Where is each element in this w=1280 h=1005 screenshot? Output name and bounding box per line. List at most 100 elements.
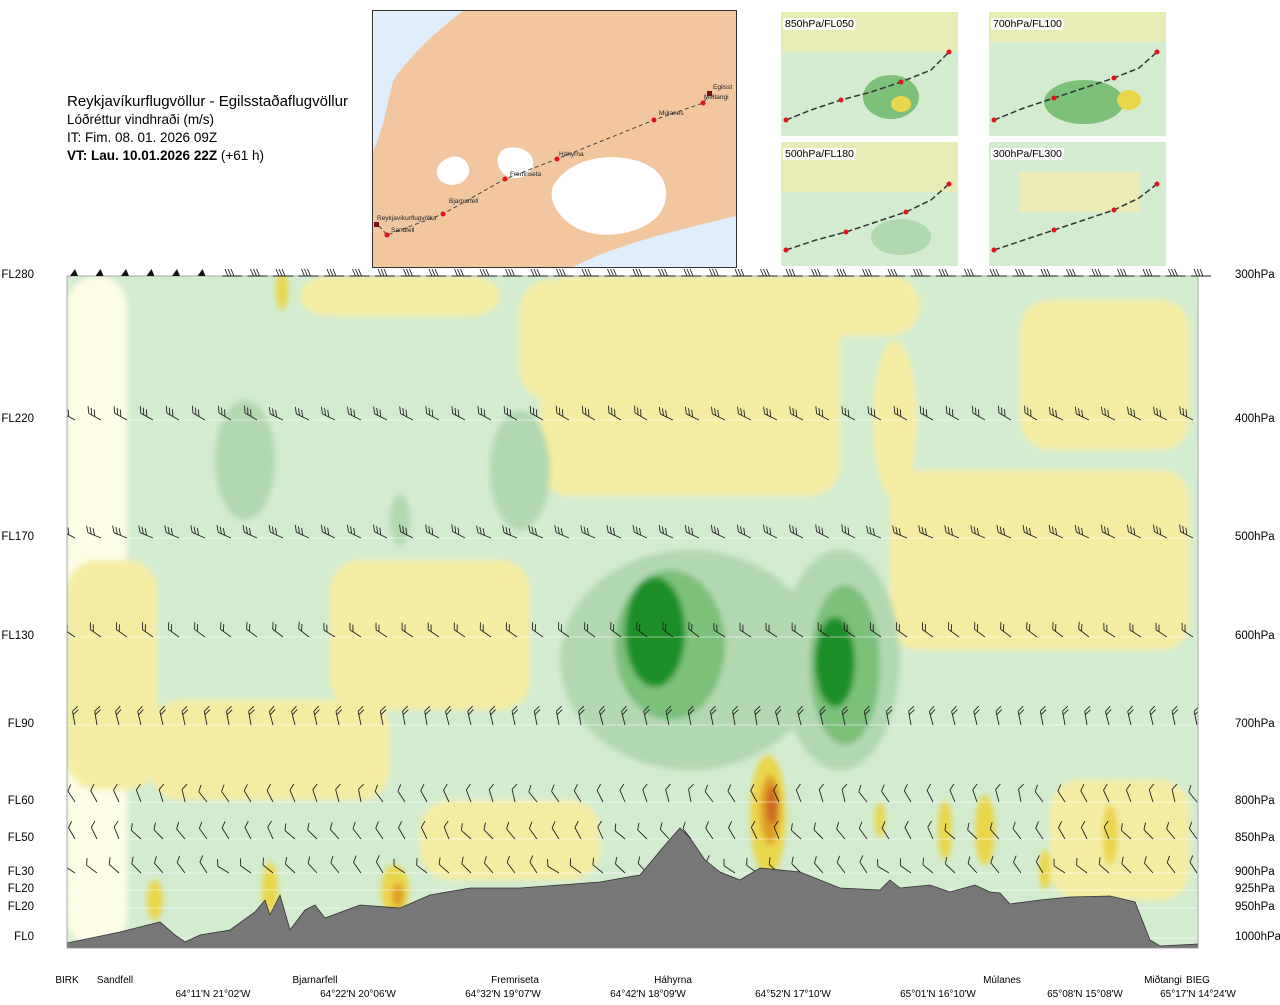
glacier-hofsjokull — [497, 147, 534, 179]
wind-barb — [1103, 622, 1116, 638]
wind-barb — [949, 783, 956, 803]
right-axis-label: 300hPa — [1235, 269, 1275, 281]
wind-barb — [970, 525, 986, 539]
wind-barb — [1171, 705, 1179, 726]
level-map-850: 850hPa/FL050 — [781, 12, 958, 136]
field-contour — [815, 617, 855, 707]
wind-barb — [285, 856, 296, 874]
wind-barb — [443, 783, 450, 803]
wind-barb — [1053, 858, 1066, 874]
level-map-300-label: 300hPa/FL300 — [991, 148, 1064, 160]
x-coordinate-label: 64°42'N 18°09'W — [610, 989, 686, 1000]
wind-barb — [425, 524, 440, 539]
issue-time: IT: Fim. 08. 01. 2026 09Z — [67, 130, 218, 145]
wind-barb — [335, 783, 341, 803]
wind-barb — [974, 622, 986, 638]
wind-barb — [242, 525, 258, 539]
wind-barb — [928, 705, 936, 726]
wind-barb — [191, 405, 206, 421]
plot-area — [67, 276, 1198, 948]
wind-barb — [165, 405, 180, 421]
wind-barb — [268, 406, 284, 421]
map-label-hahyrna: Háhyrna — [559, 151, 584, 158]
wind-barb — [244, 405, 258, 421]
route-map: Reykjavíkurflugvöllur Sandfell Bjarnarfe… — [372, 10, 737, 268]
wind-barb — [262, 857, 274, 874]
wind-barb — [763, 406, 778, 421]
wind-barb — [1062, 705, 1069, 726]
wind-barb — [643, 705, 650, 726]
wind-barb — [352, 821, 362, 840]
map-label-sandfell: Sandfell — [391, 227, 415, 234]
x-coordinate-label: 64°11'N 21°02'W — [175, 989, 251, 1000]
wind-barb — [551, 784, 560, 803]
wind-barb — [461, 856, 472, 874]
wind-barb — [1103, 820, 1110, 840]
map-label-fremriseta: Fremriseta — [510, 171, 541, 178]
waypoint-birk — [374, 222, 379, 227]
wind-barb — [298, 621, 310, 638]
left-axis-label: FL280 — [1, 269, 34, 281]
wind-barb — [353, 855, 362, 874]
wind-barb — [773, 820, 780, 840]
wind-barb — [137, 705, 144, 726]
wind-barb — [323, 622, 336, 638]
terrain-profile — [67, 827, 1198, 948]
wind-barb — [225, 705, 233, 726]
wind-barb — [1188, 784, 1198, 803]
wind-barb — [1017, 705, 1025, 726]
right-axis-label: 700hPa — [1235, 718, 1275, 730]
wind-barb — [558, 622, 570, 638]
wind-barb — [216, 525, 232, 539]
wind-barb — [836, 855, 846, 874]
field-region — [890, 470, 1190, 650]
wind-barb — [555, 405, 570, 421]
waypoint-sandfell — [384, 232, 390, 238]
wind-barb — [688, 783, 694, 803]
top-wind-barb — [834, 268, 854, 277]
map-label-reykjavik: Reykjavíkurflugvöllur — [377, 215, 438, 222]
chart-header: Reykjavíkurflugvöllur - Egilsstaðaflugvö… — [67, 93, 348, 165]
wind-barb — [312, 783, 318, 803]
field-region — [420, 800, 600, 880]
top-wind-barb — [70, 269, 78, 276]
wind-barb — [1078, 621, 1090, 638]
right-axis-label: 800hPa — [1235, 795, 1275, 807]
right-axis-label: 1000hPa — [1235, 931, 1280, 943]
wind-barb — [711, 406, 726, 421]
wind-barb — [1052, 621, 1064, 638]
wind-barb — [1155, 622, 1168, 638]
wind-barb — [505, 622, 518, 638]
wind-barb — [619, 783, 626, 803]
field-contour — [490, 410, 550, 530]
top-wind-barb — [426, 268, 446, 277]
glacier-langjokull — [436, 156, 470, 185]
x-coordinate-label: 65°08'N 15°08'W — [1047, 989, 1123, 1000]
wind-barb — [684, 524, 700, 539]
top-wind-barb — [681, 268, 701, 277]
map-waypoints — [374, 91, 712, 238]
top-wind-barb — [732, 268, 752, 277]
wind-barb — [687, 705, 695, 726]
wind-barb — [921, 622, 934, 638]
wind-barb — [399, 524, 414, 539]
wind-barb — [1035, 855, 1044, 874]
left-axis-label: FL20 — [7, 901, 34, 913]
field-contour — [147, 880, 163, 920]
valid-time: VT: Lau. 10.01.2026 22Z (+61 h) — [67, 147, 348, 165]
wind-barb — [335, 705, 343, 726]
wind-barb — [1171, 783, 1178, 803]
wind-barb — [349, 622, 362, 638]
wind-barb — [737, 406, 752, 421]
wind-barb — [1129, 622, 1142, 638]
wind-barb — [220, 622, 232, 638]
wind-barb — [141, 622, 154, 638]
x-coordinate-label: 65°01'N 16°10'W — [900, 989, 976, 1000]
wind-barb — [190, 525, 206, 539]
wind-barb — [451, 406, 466, 421]
wind-barb — [393, 858, 406, 874]
wind-barbs — [67, 405, 1198, 874]
wind-barb — [1188, 821, 1198, 840]
wind-barb — [597, 820, 604, 840]
wind-barb — [1000, 622, 1012, 638]
